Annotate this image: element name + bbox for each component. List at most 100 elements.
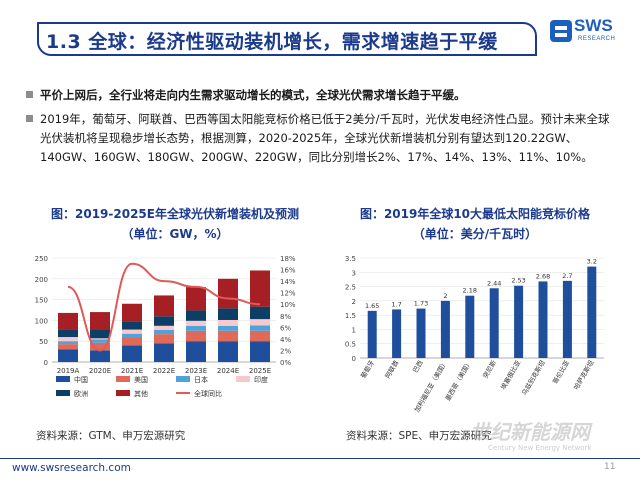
legend-label: 中国 xyxy=(74,375,88,384)
legend-label: 日本 xyxy=(194,375,208,384)
bar-segment xyxy=(218,278,238,309)
bar-segment xyxy=(218,330,238,342)
bar-segment xyxy=(250,325,270,331)
bar-segment xyxy=(58,341,78,345)
y-tick-label: 1.5 xyxy=(345,312,356,320)
bar-segment xyxy=(250,319,270,326)
watermark-text: 世纪新能源网 xyxy=(470,420,590,444)
legend-label: 美国 xyxy=(134,375,148,384)
square-bullet-icon xyxy=(26,91,33,98)
price-bar xyxy=(367,310,377,358)
x-tick-label: 2019A xyxy=(57,367,80,375)
y-tick-label: 2 xyxy=(352,298,356,306)
x-tick-label: 阿联酋 xyxy=(383,358,401,380)
y2-tick-label: 4% xyxy=(280,336,291,344)
yoy-growth-line xyxy=(67,262,261,352)
legend-swatch xyxy=(56,376,70,382)
legend-swatch xyxy=(56,390,70,396)
y2-tick-label: 10% xyxy=(280,301,296,309)
right-chart-title: 图：2019年全球10大最低太阳能竞标价格 （单位：美分/千瓦时） xyxy=(330,204,620,244)
bar-segment xyxy=(250,306,270,320)
y2-tick-label: 12% xyxy=(280,290,296,298)
bar-segment xyxy=(218,341,238,362)
bar-segment xyxy=(90,342,110,351)
installations-stacked-bar-chart: 0 50 100 150 200 250 0% 2% 4% 6% 8% 10% 12% 14% 16% 18%… xyxy=(35,255,296,398)
bullet-point-1: 平价上网后，全行业将走向内生需求驱动增长的模式，全球光伏需求增长趋于平缓。 xyxy=(26,86,620,105)
y2-tick-label: 18% xyxy=(280,255,296,263)
x-tick-label: 埃塞俄比亚 xyxy=(498,358,522,391)
y-tick-label: 3.5 xyxy=(345,255,356,263)
bullet-point-2: 2019年，葡萄牙、阿联酋、巴西等国太阳能竞标价格已低于2美分/千瓦时，光伏发电… xyxy=(26,110,620,167)
legend-label: 全球同比 xyxy=(194,389,222,398)
right-chart-title-line-2: （单位：美分/千瓦时） xyxy=(412,227,538,241)
bar-segment xyxy=(58,312,78,330)
bar-segment xyxy=(250,270,270,307)
watermark-subtext: Century New Energy Network xyxy=(488,444,592,452)
bar-segment xyxy=(122,333,142,338)
bar-segment xyxy=(90,339,110,343)
bar-segment xyxy=(58,337,78,342)
bar-segment xyxy=(122,303,142,322)
x-tick-label: 哈萨克斯坦 xyxy=(571,358,595,391)
bar-data-label: 2.7 xyxy=(562,272,572,280)
bar-segment xyxy=(186,310,206,321)
x-tick-label: 哥伦比亚 xyxy=(550,358,571,385)
bar-data-label: 1.73 xyxy=(414,300,428,308)
legend-swatch xyxy=(116,390,130,396)
bar-segment xyxy=(154,329,174,335)
x-tick-label: 2025E xyxy=(249,367,271,375)
y-tick-label: 2.5 xyxy=(345,284,356,292)
bar-data-label: 3.2 xyxy=(587,258,597,266)
bullet-text-2: 2019年，葡萄牙、阿联酋、巴西等国太阳能竞标价格已低于2美分/千瓦时，光伏发电… xyxy=(40,112,610,164)
y-tick-label: 150 xyxy=(35,297,48,305)
page-number: 11 xyxy=(604,462,616,472)
y-tick-label: 0 xyxy=(44,359,48,367)
bullet-text-1: 平价上网后，全行业将走向内生需求驱动增长的模式，全球光伏需求增长趋于平缓。 xyxy=(40,88,466,102)
bar-segment xyxy=(186,325,206,331)
bar-segment xyxy=(218,319,238,326)
y2-tick-label: 6% xyxy=(280,324,291,332)
x-tick-label: 突尼斯 xyxy=(480,358,498,380)
bar-segment xyxy=(58,344,78,350)
x-tick-label: 2020E xyxy=(89,367,111,375)
y-tick-label: 200 xyxy=(35,276,48,284)
price-bar xyxy=(465,295,475,358)
y-tick-label: 1 xyxy=(352,326,356,334)
price-bar xyxy=(538,281,548,358)
left-chart-source: 资料来源：GTM、申万宏源研究 xyxy=(36,430,186,442)
bar-segment xyxy=(250,341,270,362)
price-bar xyxy=(514,285,524,358)
bar-segment xyxy=(218,325,238,331)
y2-tick-label: 8% xyxy=(280,313,291,321)
bar-segment xyxy=(122,321,142,330)
y2-tick-label: 16% xyxy=(280,267,296,275)
bar-data-label: 2.68 xyxy=(536,272,550,280)
y-tick-label: 100 xyxy=(35,317,48,325)
legend-swatch xyxy=(116,376,130,382)
logo-icon xyxy=(550,20,572,42)
bar-segment xyxy=(186,330,206,342)
bar-data-label: 2.44 xyxy=(487,279,501,287)
left-chart-title-line-2: （单位：GW，%） xyxy=(121,227,229,241)
y-tick-label: 0 xyxy=(352,355,356,363)
bar-segment xyxy=(90,329,110,339)
price-bar xyxy=(392,309,402,358)
sws-logo xyxy=(550,20,572,42)
y2-tick-label: 0% xyxy=(280,359,291,367)
bar-data-label: 1.7 xyxy=(391,300,401,308)
bar-segment xyxy=(90,350,110,362)
bar-segment xyxy=(58,329,78,338)
bar-segment xyxy=(154,295,174,317)
x-tick-label: 2022E xyxy=(153,367,175,375)
price-bar xyxy=(440,300,450,358)
y-tick-label: 250 xyxy=(35,255,48,263)
bar-segment xyxy=(90,338,110,340)
bar-segment xyxy=(122,337,142,346)
y-tick-label: 50 xyxy=(39,338,48,346)
x-tick-label: 2023E xyxy=(185,367,207,375)
bar-segment xyxy=(186,320,206,326)
logo-subtext: RESEARCH xyxy=(578,36,616,42)
y-tick-label: 3 xyxy=(352,269,356,277)
bar-segment xyxy=(186,341,206,362)
bar-segment xyxy=(122,345,142,362)
